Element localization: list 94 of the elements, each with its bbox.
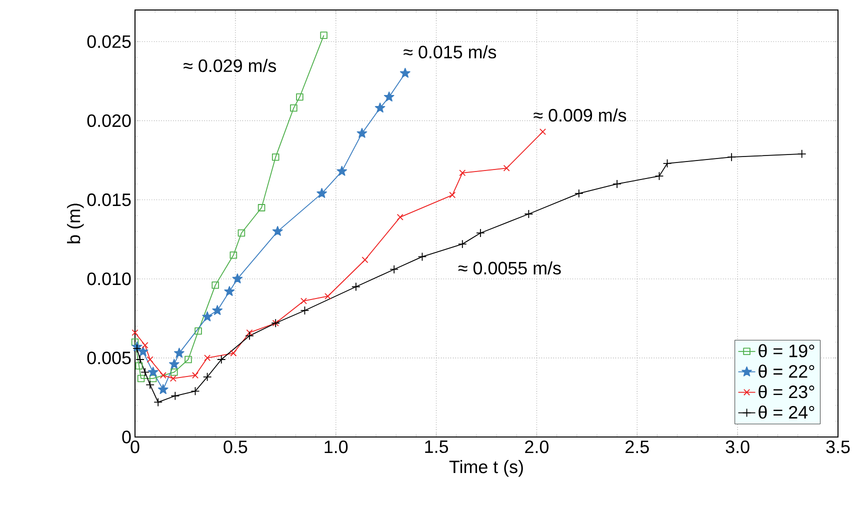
- point: [400, 68, 410, 78]
- point: [449, 192, 456, 198]
- point: [232, 273, 243, 284]
- point: [296, 93, 304, 101]
- x-tick-label: 1.0: [324, 440, 348, 454]
- x-tick-label: 3.0: [726, 440, 750, 454]
- point: [238, 229, 246, 237]
- point: [170, 375, 176, 382]
- point: [204, 354, 211, 362]
- point: [136, 355, 144, 364]
- point: [131, 338, 139, 346]
- point: [362, 256, 368, 264]
- legend-label: θ = 22°: [758, 364, 814, 378]
- point: [170, 391, 180, 400]
- x-tick-label: 1.5: [425, 440, 448, 454]
- point: [146, 356, 154, 363]
- x-tick-label: 0.5: [224, 440, 248, 454]
- point: [158, 384, 168, 394]
- point: [192, 372, 199, 379]
- point: [258, 204, 266, 212]
- point: [797, 149, 806, 158]
- point: [524, 210, 534, 218]
- point: [202, 311, 212, 322]
- annotation: ≈ 0.029 m/s: [184, 58, 276, 72]
- point: [245, 331, 254, 340]
- point: [212, 282, 219, 289]
- point: [212, 305, 223, 315]
- point: [135, 362, 143, 370]
- point: [384, 92, 394, 102]
- point: [272, 226, 283, 236]
- point: [272, 153, 280, 161]
- point: [160, 372, 166, 379]
- point: [202, 372, 212, 382]
- x-tick-label: 3.5: [826, 440, 850, 454]
- legend-label: θ = 24°: [758, 406, 814, 419]
- annotation: ≈ 0.0055 m/s: [458, 261, 561, 274]
- y-tick-label: 0.025: [87, 35, 131, 48]
- point: [290, 104, 298, 112]
- y-tick-label: 0.010: [87, 272, 131, 286]
- point: [230, 350, 237, 356]
- point: [137, 374, 145, 382]
- y-tick-label: 0.015: [87, 193, 131, 206]
- point: [612, 180, 622, 188]
- point: [396, 214, 404, 220]
- point: [168, 358, 180, 369]
- point: [352, 282, 360, 292]
- point: [324, 292, 332, 300]
- legend-label: θ = 23°: [758, 385, 814, 398]
- point: [320, 32, 328, 39]
- point: [476, 228, 485, 238]
- x-tick-label: 2.0: [525, 440, 548, 454]
- x-tick-label: 2.5: [626, 440, 649, 454]
- y-tick-label: 0.005: [87, 352, 131, 364]
- point: [132, 329, 138, 336]
- point: [184, 356, 192, 364]
- point: [503, 164, 510, 172]
- point: [216, 355, 226, 364]
- point: [224, 286, 235, 296]
- point: [174, 348, 184, 358]
- point: [138, 346, 148, 356]
- y-tick-label: 0.020: [87, 114, 131, 128]
- point: [300, 306, 310, 315]
- legend-label: θ = 19°: [758, 344, 814, 358]
- y-tick-label: 0: [122, 430, 131, 444]
- point: [230, 251, 238, 259]
- x-axis-title: Time t (s): [449, 460, 523, 477]
- point: [539, 128, 546, 136]
- point: [459, 170, 466, 176]
- y-axis-title: b (m): [67, 204, 84, 244]
- point: [356, 128, 368, 138]
- annotation: ≈ 0.015 m/s: [404, 45, 496, 58]
- point: [170, 368, 178, 376]
- point: [146, 380, 154, 390]
- point: [662, 158, 672, 168]
- point: [300, 298, 307, 304]
- point: [194, 327, 202, 335]
- point: [418, 252, 427, 262]
- point: [154, 398, 163, 407]
- point: [654, 172, 664, 180]
- point: [316, 188, 327, 198]
- annotation: ≈ 0.009 m/s: [534, 108, 626, 122]
- point: [140, 368, 150, 377]
- point: [142, 342, 148, 349]
- point: [574, 189, 584, 198]
- point: [336, 166, 348, 176]
- point: [132, 344, 142, 353]
- point: [374, 102, 386, 113]
- point: [149, 374, 157, 382]
- point: [148, 366, 158, 377]
- point: [458, 240, 467, 248]
- point: [246, 329, 253, 336]
- x-tick-label: 0: [130, 440, 140, 454]
- point: [390, 264, 399, 274]
- point: [190, 386, 200, 396]
